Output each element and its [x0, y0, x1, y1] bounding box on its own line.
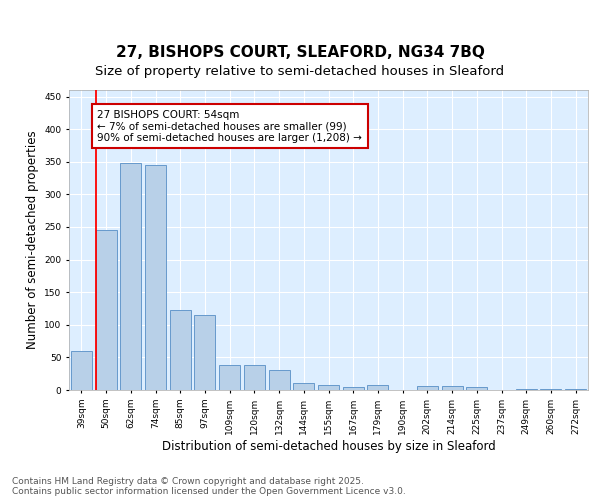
- Bar: [343, 386, 364, 390]
- X-axis label: Distribution of semi-detached houses by size in Sleaford: Distribution of semi-detached houses by …: [161, 440, 496, 452]
- Bar: [145, 165, 166, 390]
- Text: Size of property relative to semi-detached houses in Sleaford: Size of property relative to semi-detach…: [95, 64, 505, 78]
- Text: 27 BISHOPS COURT: 54sqm
← 7% of semi-detached houses are smaller (99)
90% of sem: 27 BISHOPS COURT: 54sqm ← 7% of semi-det…: [97, 110, 362, 143]
- Bar: [269, 370, 290, 390]
- Bar: [170, 310, 191, 390]
- Y-axis label: Number of semi-detached properties: Number of semi-detached properties: [26, 130, 38, 350]
- Bar: [194, 315, 215, 390]
- Bar: [95, 230, 116, 390]
- Bar: [466, 386, 487, 390]
- Bar: [318, 386, 339, 390]
- Bar: [244, 365, 265, 390]
- Bar: [120, 163, 141, 390]
- Bar: [219, 365, 240, 390]
- Bar: [516, 388, 537, 390]
- Bar: [417, 386, 438, 390]
- Bar: [367, 386, 388, 390]
- Bar: [442, 386, 463, 390]
- Text: 27, BISHOPS COURT, SLEAFORD, NG34 7BQ: 27, BISHOPS COURT, SLEAFORD, NG34 7BQ: [116, 45, 484, 60]
- Bar: [293, 384, 314, 390]
- Bar: [71, 351, 92, 390]
- Text: Contains HM Land Registry data © Crown copyright and database right 2025.: Contains HM Land Registry data © Crown c…: [12, 476, 364, 486]
- Text: Contains public sector information licensed under the Open Government Licence v3: Contains public sector information licen…: [12, 486, 406, 496]
